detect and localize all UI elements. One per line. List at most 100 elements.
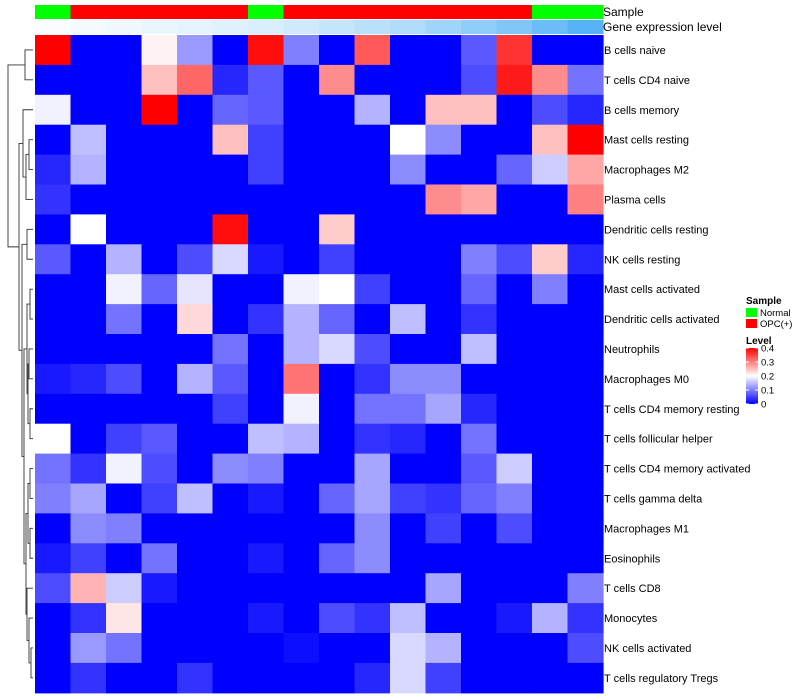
heatmap-cell	[141, 633, 178, 664]
gene-expression-cell	[212, 20, 249, 34]
heatmap-cell	[106, 64, 143, 96]
heatmap-cell	[248, 633, 285, 664]
heatmap-cell	[283, 154, 320, 186]
heatmap-cell	[70, 244, 107, 275]
heatmap-cell	[35, 393, 72, 425]
heatmap-cell	[35, 304, 72, 335]
heatmap-cell	[212, 513, 249, 544]
heatmap-cell	[425, 274, 462, 305]
row-label: T cells CD4 memory activated	[604, 464, 751, 476]
heatmap-cell	[425, 513, 462, 544]
heatmap-cell	[141, 184, 178, 215]
heatmap-cell	[248, 184, 285, 215]
row-label: Eosinophils	[604, 553, 661, 565]
sample-annotation-cell	[35, 5, 72, 19]
heatmap-cell	[70, 214, 107, 245]
heatmap-cell	[354, 124, 391, 156]
heatmap-cell	[532, 453, 569, 485]
heatmap-cell	[319, 94, 356, 126]
heatmap-cell	[496, 64, 533, 96]
heatmap-cell	[425, 543, 462, 574]
sample-annotation-cell	[212, 5, 249, 19]
heatmap-cell	[283, 633, 320, 664]
row-label: T cells gamma delta	[604, 493, 703, 505]
heatmap-cell	[461, 363, 498, 395]
heatmap-cell	[567, 513, 604, 544]
heatmap-cell	[141, 334, 178, 365]
heatmap-cells	[35, 35, 604, 694]
sample-annotation-cell	[567, 5, 604, 19]
legend-tick-label: 0.1	[761, 386, 774, 397]
heatmap-cell	[354, 393, 391, 425]
heatmap-cell	[141, 94, 178, 126]
heatmap-cell	[390, 363, 427, 395]
gene-expression-cell	[390, 20, 427, 34]
heatmap-cell	[141, 363, 178, 395]
heatmap-cell	[390, 393, 427, 425]
heatmap-cell	[532, 543, 569, 574]
heatmap-cell	[354, 453, 391, 485]
heatmap-cell	[35, 483, 72, 514]
legend-sample-title: Sample	[746, 296, 782, 307]
heatmap-cell	[212, 64, 249, 96]
sample-annotation-cell	[248, 5, 285, 19]
legend-tick-label: 0.4	[761, 344, 774, 355]
heatmap-cell	[177, 334, 214, 365]
heatmap-cell	[70, 154, 107, 186]
sample-annotation-cell	[532, 5, 569, 19]
heatmap-cell	[532, 244, 569, 275]
heatmap-cell	[567, 274, 604, 305]
sample-annotation-cell	[70, 5, 107, 19]
heatmap-cell	[283, 35, 320, 66]
heatmap-cell	[567, 154, 604, 186]
heatmap-cell	[177, 154, 214, 186]
legend-tick-label: 0.3	[761, 358, 774, 369]
gene-expression-cell	[248, 20, 285, 34]
legend-tick-label: 0	[761, 400, 766, 411]
row-label: T cells CD4 naive	[604, 75, 690, 87]
dendrogram-branch	[28, 348, 33, 380]
legend-level-title: Level	[746, 336, 772, 347]
heatmap-cell	[212, 483, 249, 514]
heatmap-cell	[106, 363, 143, 395]
heatmap-cell	[35, 64, 72, 96]
heatmap-cell	[532, 573, 569, 604]
heatmap-cell	[212, 363, 249, 395]
heatmap-cell	[177, 94, 214, 126]
heatmap-cell	[390, 244, 427, 275]
heatmap-cell	[425, 214, 462, 245]
heatmap-cell	[496, 513, 533, 544]
heatmap-cell	[70, 453, 107, 485]
heatmap-cell	[141, 214, 178, 245]
heatmap-cell	[567, 453, 604, 485]
heatmap-cell	[354, 633, 391, 664]
heatmap-cell	[141, 603, 178, 634]
heatmap-cell	[141, 453, 178, 485]
heatmap-cell	[177, 633, 214, 664]
heatmap-cell	[70, 64, 107, 96]
gene-expression-cell	[532, 20, 569, 34]
heatmap-cell	[35, 543, 72, 574]
heatmap-cell	[35, 154, 72, 186]
sample-annotation-cell	[425, 5, 462, 19]
heatmap-cell	[390, 214, 427, 245]
heatmap-cell	[177, 304, 214, 335]
heatmap-cell	[425, 94, 462, 126]
heatmap-cell	[425, 603, 462, 634]
heatmap-cell	[390, 662, 427, 694]
heatmap-cell	[567, 64, 604, 96]
heatmap-cell	[106, 334, 143, 365]
heatmap-cell	[461, 64, 498, 96]
heatmap-cell	[248, 124, 285, 156]
legend: Sample Normal OPC(+) Level 0.4 0.3 0.2 0.1 0	[746, 296, 792, 411]
heatmap-cell	[496, 543, 533, 574]
heatmap-cell	[177, 363, 214, 395]
heatmap-cell	[283, 363, 320, 395]
heatmap-cell	[496, 603, 533, 634]
dendrogram-branch	[29, 288, 33, 320]
gene-expression-cell	[35, 20, 72, 34]
dendrogram-branch	[7, 64, 25, 248]
heatmap-cell	[390, 154, 427, 186]
heatmap-cell	[319, 393, 356, 425]
